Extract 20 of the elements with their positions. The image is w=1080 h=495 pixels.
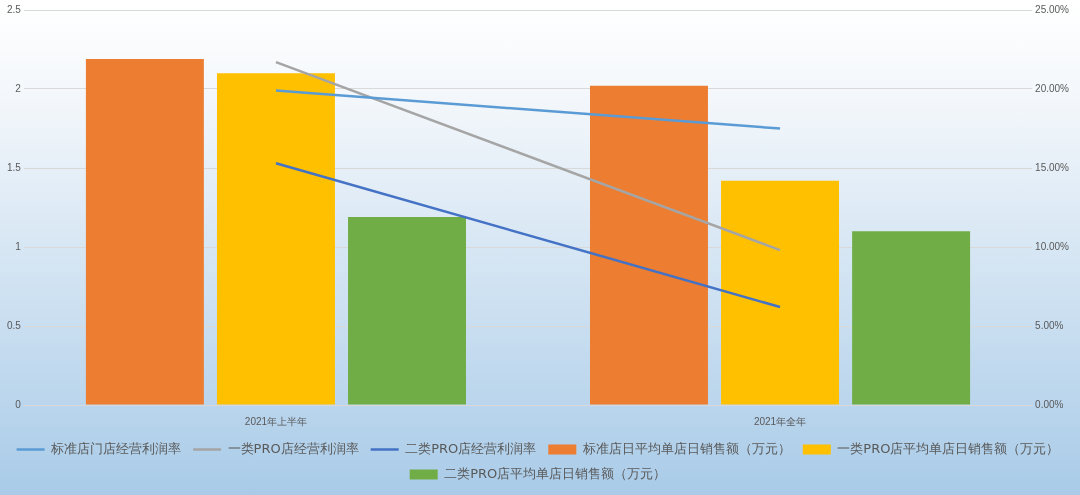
y2-tick-label: 15.00% — [1035, 161, 1070, 173]
y2-tick-label: 0.00% — [1035, 398, 1064, 410]
legend-label: 一类PRO店经营利润率 — [227, 440, 359, 456]
y-tick-label: 2 — [15, 82, 22, 94]
y2-tick-label: 25.00% — [1035, 3, 1070, 15]
x-tick-label: 2021年全年 — [753, 415, 807, 427]
y-tick-label: 1.5 — [7, 161, 22, 173]
y2-tick-label: 5.00% — [1035, 319, 1064, 331]
legend-label: 二类PRO店平均单店日销售额（万元） — [444, 465, 667, 481]
y-tick-label: 1 — [15, 240, 22, 252]
legend-label: 一类PRO店平均单店日销售额（万元） — [837, 440, 1060, 456]
y-tick-label: 2.5 — [7, 3, 22, 15]
legend-label: 标准店日平均单店日销售额（万元） — [581, 440, 791, 456]
y2-tick-label: 10.00% — [1035, 240, 1070, 252]
y-tick-label: 0.5 — [7, 319, 22, 331]
legend-label: 标准店门店经营利润率 — [50, 440, 182, 456]
y-tick-label: 0 — [15, 398, 22, 410]
legend-label: 二类PRO店经营利润率 — [405, 440, 537, 456]
y2-tick-label: 20.00% — [1035, 82, 1070, 94]
x-tick-label: 2021年上半年 — [244, 415, 308, 427]
